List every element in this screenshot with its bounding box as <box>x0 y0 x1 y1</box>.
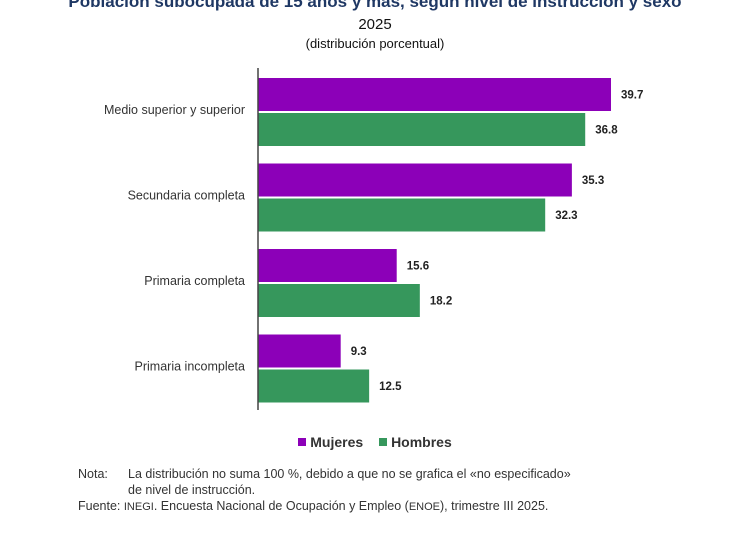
legend-swatch-mujeres <box>298 438 307 446</box>
bar-hombres-secundaria-completa <box>258 198 546 232</box>
category-label-primaria-incompleta: Primaria incompleta <box>135 360 246 374</box>
legend-swatch-hombres <box>379 438 388 446</box>
value-label-hombres-medio-superior-y-superior: 36.8 <box>595 125 618 137</box>
legend-item-mujeres: Mujeres <box>298 434 363 450</box>
chart-subtitle: (distribución porcentual) <box>305 36 445 51</box>
category-label-medio-superior-y-superior: Medio superior y superior <box>104 103 245 117</box>
value-label-hombres-primaria-incompleta: 12.5 <box>379 381 402 393</box>
source-text-end: ), trimestre III 2025. <box>440 499 549 513</box>
bar-mujeres-primaria-incompleta <box>258 334 341 368</box>
category-label-secundaria-completa: Secundaria completa <box>128 189 245 203</box>
bar-hombres-primaria-incompleta <box>258 369 370 403</box>
value-label-mujeres-medio-superior-y-superior: 39.7 <box>621 90 643 102</box>
chart-year: 2025 <box>358 16 392 33</box>
legend-label-mujeres: Mujeres <box>310 434 364 450</box>
note-label: Nota: <box>78 467 108 481</box>
value-label-mujeres-primaria-completa: 15.6 <box>407 261 429 273</box>
value-label-mujeres-secundaria-completa: 35.3 <box>582 175 604 187</box>
legend-item-hombres: Hombres <box>379 434 452 450</box>
bar-mujeres-secundaria-completa <box>258 163 572 197</box>
value-label-hombres-primaria-completa: 18.2 <box>430 296 452 308</box>
source-org: INEGI <box>123 501 154 513</box>
note-text: La distribución no suma 100 %, debido a … <box>128 467 571 481</box>
bar-mujeres-primaria-completa <box>258 249 397 282</box>
source-abbr: ENOE <box>408 501 441 513</box>
bar-mujeres-medio-superior-y-superior <box>258 78 611 111</box>
bar-hombres-medio-superior-y-superior <box>258 113 586 146</box>
source-text: . Encuesta Nacional de Ocupación y Emple… <box>153 499 409 513</box>
source-label: Fuente: <box>78 499 121 513</box>
note-row: Nota: La distribución no suma 100 %, debi… <box>78 466 571 482</box>
category-label-primaria-completa: Primaria completa <box>144 274 245 288</box>
value-label-mujeres-primaria-incompleta: 9.3 <box>351 346 367 358</box>
notes: Nota: La distribución no suma 100 %, debi… <box>78 466 571 515</box>
legend-label-hombres: Hombres <box>391 434 452 450</box>
source-row: Fuente: INEGI. Encuesta Nacional de Ocup… <box>78 498 571 515</box>
note-text-cont: de nivel de instrucción. <box>128 483 256 497</box>
chart-title: Población subocupada de 15 años y más, s… <box>68 0 682 11</box>
bar-hombres-primaria-completa <box>258 284 420 317</box>
value-label-hombres-secundaria-completa: 32.3 <box>555 210 577 222</box>
legend: Mujeres Hombres <box>0 434 750 450</box>
